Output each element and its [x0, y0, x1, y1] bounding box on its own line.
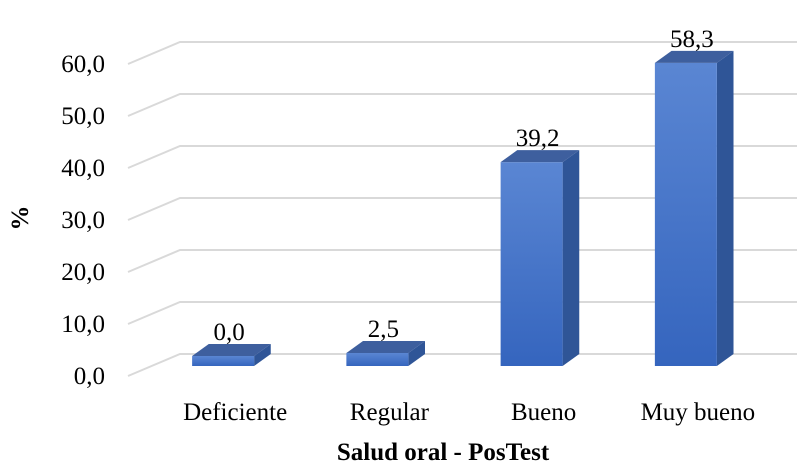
bar-3: [500, 150, 580, 366]
y-tick-label: 30,0: [61, 207, 105, 234]
bar-front: [346, 353, 409, 366]
data-label: 2,5: [368, 316, 399, 343]
bar-1: [192, 344, 271, 366]
gridline-0: [127, 353, 797, 377]
bars: [192, 50, 734, 367]
y-axis-title: %: [7, 206, 34, 231]
gridline-2: [127, 249, 797, 273]
x-axis-categories: Deficiente Regular Bueno Muy bueno: [183, 399, 755, 426]
y-tick-label: 20,0: [61, 259, 105, 286]
data-label: 58,3: [670, 26, 714, 53]
x-axis-title: Salud oral - PosTest: [337, 439, 550, 466]
bar-4: [654, 50, 734, 367]
gridline-1: [127, 301, 797, 325]
bar-side: [716, 50, 734, 367]
gridline-6: [127, 41, 797, 65]
bar-side: [562, 150, 580, 366]
gridlines: [127, 41, 797, 377]
bar-side: [408, 341, 426, 366]
gridline-4: [127, 145, 797, 169]
data-label: 39,2: [516, 125, 560, 152]
bar-front: [500, 162, 563, 366]
bar-front: [654, 62, 717, 367]
bar-top: [654, 50, 734, 63]
bar-top: [192, 344, 271, 356]
data-label: 0,0: [214, 319, 245, 346]
bar-side: [254, 344, 271, 366]
y-tick-label: 0,0: [74, 363, 105, 390]
data-labels: 0,0 2,5 39,2 58,3: [214, 26, 714, 346]
category-label: Regular: [350, 399, 430, 426]
category-label: Muy bueno: [641, 399, 756, 426]
y-tick-label: 40,0: [61, 155, 105, 182]
bar-top: [500, 150, 580, 163]
gridline-3: [127, 197, 797, 221]
y-tick-label: 50,0: [61, 103, 105, 130]
y-tick-label: 10,0: [61, 311, 105, 338]
category-label: Deficiente: [183, 399, 287, 426]
y-tick-label: 60,0: [61, 51, 105, 78]
y-axis-ticks: 0,0 10,0 20,0 30,0 40,0 50,0 60,0: [61, 51, 105, 390]
bar-2: [346, 341, 426, 366]
category-label: Bueno: [511, 399, 576, 426]
bar-top: [346, 341, 426, 353]
gridline-5: [127, 93, 797, 117]
bar-front: [192, 356, 255, 366]
